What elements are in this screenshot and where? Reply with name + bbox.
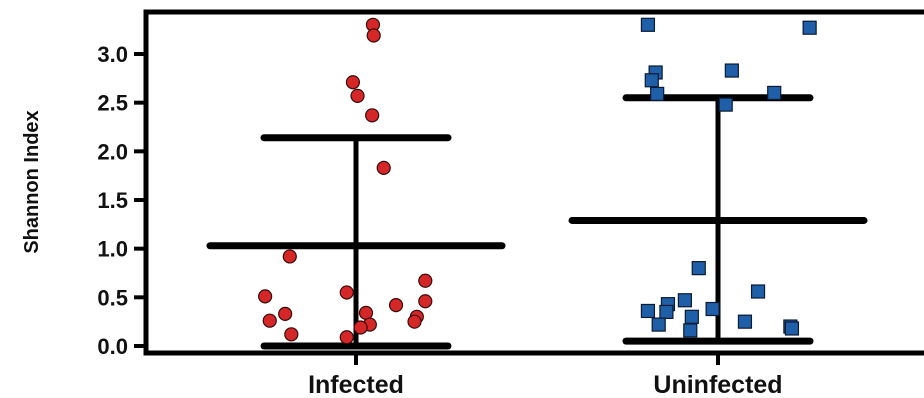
data-point-circle [345, 75, 361, 90]
data-point-circle [418, 273, 433, 288]
data-point-square [684, 309, 699, 324]
data-point-square [640, 303, 656, 319]
data-point-square [705, 301, 720, 317]
data-point-circle [376, 160, 391, 175]
data-point-circle [353, 320, 368, 335]
data-point-square [659, 304, 674, 320]
data-point-circle [366, 28, 381, 43]
series-uninfected [568, 17, 868, 345]
data-point-circle [262, 313, 277, 328]
data-point-square [644, 73, 659, 88]
data-point-square [651, 317, 666, 332]
data-point-circle [358, 305, 374, 321]
data-point-circle [278, 306, 293, 321]
data-point-square [802, 20, 817, 35]
data-point-circle [418, 294, 433, 309]
data-point-square [640, 17, 656, 32]
y-tick-label: 2.0 [97, 139, 128, 164]
data-point-square [784, 321, 800, 336]
data-point-square [718, 97, 733, 112]
y-tick-label: 0.5 [97, 285, 128, 310]
x-category-label: Infected [308, 371, 404, 398]
x-category-label: Uninfected [653, 371, 782, 398]
data-point-circle [258, 289, 273, 304]
data-point-square [683, 323, 698, 338]
data-point-circle [282, 249, 297, 264]
data-point-circle [350, 88, 365, 103]
y-tick-label: 2.5 [97, 91, 128, 116]
data-point-circle [339, 330, 354, 345]
data-point-square [737, 314, 753, 329]
series-infected [206, 17, 506, 350]
y-tick-label: 3.0 [97, 42, 128, 67]
data-point-square [724, 63, 739, 78]
data-point-circle [339, 285, 354, 300]
y-tick-label: 0.0 [97, 334, 128, 359]
plot-frame [143, 9, 924, 356]
y-tick-label: 1.0 [97, 237, 128, 262]
data-point-circle [365, 108, 380, 123]
data-point-circle [407, 314, 422, 329]
y-axis-title: Shannon Index [21, 110, 43, 253]
data-point-square [677, 293, 692, 308]
data-point-square [767, 85, 782, 101]
data-point-square [691, 261, 706, 276]
data-point-square [750, 284, 766, 299]
data-point-circle [388, 298, 404, 313]
data-point-square [650, 86, 665, 102]
y-tick-label: 1.5 [97, 188, 128, 213]
data-point-circle [284, 327, 299, 342]
